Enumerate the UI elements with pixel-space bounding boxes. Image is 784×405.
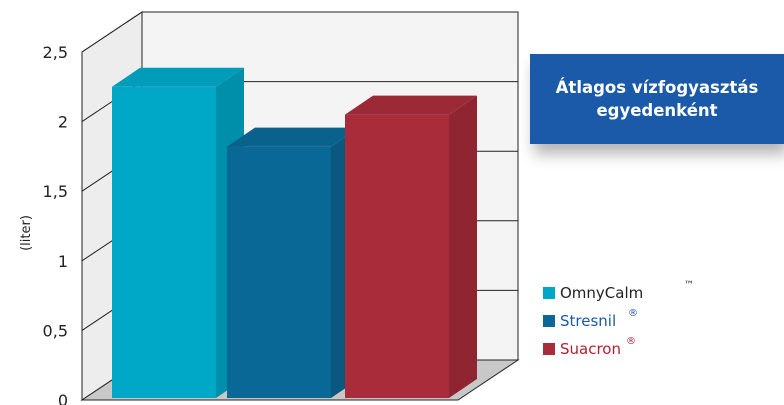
y-tick-label: 2,5 bbox=[43, 43, 68, 62]
legend-swatch bbox=[543, 287, 555, 299]
gridline-side bbox=[81, 11, 143, 53]
bar-stresnil bbox=[227, 127, 359, 398]
legend-trademark: ™ bbox=[684, 280, 694, 291]
chart-title: Átlagos vízfogyasztás egyedenként bbox=[530, 76, 784, 122]
y-tick-label: 0,5 bbox=[43, 321, 68, 340]
bar-top bbox=[227, 127, 359, 147]
legend-swatch bbox=[543, 315, 555, 327]
legend-trademark: ® bbox=[626, 336, 636, 347]
bar-front bbox=[112, 86, 216, 399]
y-tick-label: 2 bbox=[58, 113, 68, 132]
y-tick-label: 0 bbox=[58, 391, 68, 405]
legend-label: Suacron bbox=[560, 340, 621, 358]
chart-title-box: Átlagos vízfogyasztás egyedenként bbox=[530, 54, 784, 144]
bar-suacron bbox=[345, 95, 477, 398]
chart-title-line-1: Átlagos vízfogyasztás bbox=[555, 78, 759, 97]
y-tick-labels: 0 0,5 1 1,5 2 2,5 bbox=[43, 43, 68, 405]
chart-title-line-2: egyedenként bbox=[596, 101, 718, 120]
legend-swatch bbox=[543, 343, 555, 355]
bar-omnycalm bbox=[112, 67, 244, 399]
bar-front bbox=[345, 114, 449, 398]
bar-front bbox=[227, 146, 331, 398]
y-axis-label: (liter) bbox=[19, 215, 34, 251]
bar-side bbox=[449, 95, 477, 398]
legend-label: OmnyCalm bbox=[560, 284, 644, 302]
legend-label: Stresnil bbox=[560, 312, 617, 330]
y-tick-label: 1,5 bbox=[43, 182, 68, 201]
bar-top bbox=[112, 67, 244, 87]
y-tick-label: 1 bbox=[58, 252, 68, 271]
bar-top bbox=[345, 95, 477, 115]
bars bbox=[112, 67, 477, 399]
legend-trademark: ® bbox=[628, 308, 638, 319]
